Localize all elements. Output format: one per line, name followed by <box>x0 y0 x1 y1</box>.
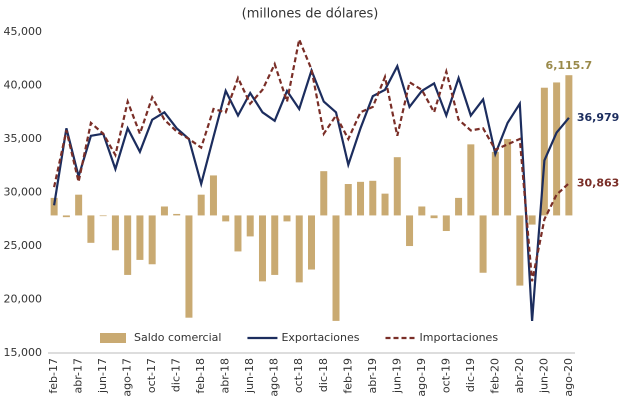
x-tick-label: abr-20 <box>513 358 526 394</box>
y-tick-label: 45,000 <box>4 25 43 38</box>
bar <box>467 144 475 216</box>
legend-label: Importaciones <box>420 331 499 344</box>
legend-swatch <box>100 333 126 343</box>
y-tick-label: 35,000 <box>4 132 43 145</box>
x-tick-label: abr-18 <box>219 358 232 394</box>
bar <box>50 197 58 216</box>
bar <box>99 215 107 217</box>
bar <box>173 213 181 216</box>
bar <box>381 193 389 216</box>
x-tick-label: dic-18 <box>317 358 330 392</box>
x-tick-label: oct-18 <box>292 358 305 393</box>
bar <box>87 215 95 243</box>
bar <box>504 139 512 216</box>
x-tick-label: abr-17 <box>72 358 85 394</box>
x-tick-label: feb-17 <box>47 358 60 394</box>
bar <box>430 215 438 219</box>
bar <box>209 175 217 216</box>
legend-label: Saldo comercial <box>134 331 221 344</box>
bar <box>553 82 561 216</box>
x-tick-label: ago-17 <box>121 358 134 397</box>
x-tick-label: dic-17 <box>170 358 183 392</box>
bar <box>271 215 279 275</box>
line <box>53 35 570 282</box>
y-tick-label: 20,000 <box>4 293 43 306</box>
bar <box>479 215 487 273</box>
y-tick-label: 15,000 <box>4 346 43 359</box>
bar <box>234 215 242 252</box>
bar <box>344 184 352 216</box>
line <box>53 63 570 321</box>
bar <box>75 194 83 216</box>
bar <box>369 180 377 216</box>
x-tick-label: dic-19 <box>464 358 477 392</box>
x-tick-label: feb-18 <box>194 358 207 394</box>
bar <box>528 215 536 225</box>
bar <box>406 215 414 247</box>
value-label: 30,863.3 <box>577 176 619 189</box>
y-tick-label: 25,000 <box>4 239 43 252</box>
bar <box>332 215 340 321</box>
bar <box>111 215 119 251</box>
x-tick-label: jun-18 <box>243 358 256 394</box>
x-tick-label: jun-19 <box>390 358 403 394</box>
bar <box>455 197 463 216</box>
bar <box>222 215 230 222</box>
bar <box>124 215 132 275</box>
x-tick-label: jun-20 <box>537 358 550 394</box>
bar <box>320 171 328 216</box>
x-tick-label: oct-17 <box>145 358 158 393</box>
bar <box>418 206 426 216</box>
bar <box>540 87 548 216</box>
bar <box>160 206 168 216</box>
chart-title: (millones de dólares) <box>242 7 379 22</box>
bar <box>185 215 193 318</box>
bar <box>246 215 254 237</box>
bar <box>197 194 205 216</box>
bar <box>295 215 303 283</box>
bar <box>308 215 315 270</box>
value-label: 36,979.0 <box>577 111 619 124</box>
x-tick-label: ago-20 <box>562 358 575 397</box>
bar <box>565 75 573 216</box>
bar <box>516 215 524 286</box>
bar <box>442 215 450 232</box>
y-tick-label: 40,000 <box>4 79 43 92</box>
y-tick-label: 30,000 <box>4 186 43 199</box>
bar <box>62 215 70 218</box>
x-tick-label: jun-17 <box>96 358 109 394</box>
value-label: 6,115.7 <box>546 59 593 72</box>
legend-label: Exportaciones <box>281 331 359 344</box>
x-tick-label: feb-19 <box>341 358 354 394</box>
bar <box>491 151 499 216</box>
x-tick-label: abr-19 <box>366 358 379 394</box>
x-tick-label: feb-20 <box>488 358 501 394</box>
bar <box>283 215 291 222</box>
x-tick-label: ago-19 <box>415 358 428 397</box>
bar <box>148 215 156 265</box>
bar <box>136 215 144 260</box>
x-tick-label: ago-18 <box>268 358 281 397</box>
x-tick-label: oct-19 <box>439 358 452 393</box>
bar <box>357 181 365 216</box>
bar <box>393 157 401 216</box>
bar <box>258 215 266 282</box>
